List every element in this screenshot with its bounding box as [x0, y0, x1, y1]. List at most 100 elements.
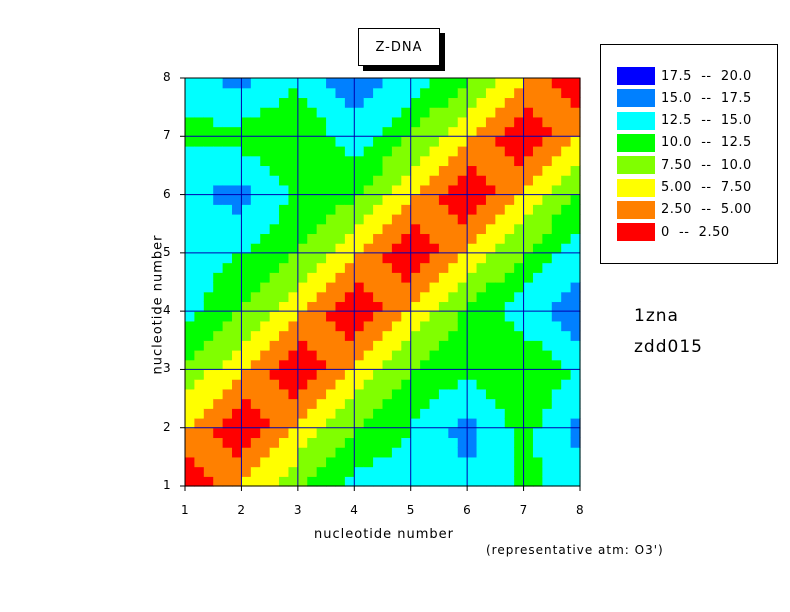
contour-cell: [363, 456, 374, 468]
contour-cell: [551, 437, 562, 448]
contour-cell: [476, 97, 487, 108]
contour-cell: [344, 476, 355, 487]
contour-cell: [457, 301, 468, 312]
contour-cell: [203, 252, 214, 264]
contour-cell: [457, 282, 468, 293]
contour-cell: [194, 437, 205, 448]
legend-swatch: [617, 223, 655, 242]
contour-cell: [467, 146, 478, 157]
contour-cell: [504, 418, 515, 429]
contour-cell: [269, 447, 280, 458]
contour-cell: [241, 427, 252, 439]
contour-cell: [514, 165, 525, 176]
contour-cell: [269, 320, 280, 332]
contour-cell: [335, 398, 346, 409]
contour-cell: [213, 369, 224, 380]
contour-cell: [523, 311, 534, 322]
contour-cell: [504, 427, 515, 439]
contour-cell: [523, 350, 534, 361]
contour-cell: [269, 369, 280, 380]
contour-cell: [250, 408, 261, 419]
contour-cell: [213, 262, 224, 273]
contour-cell: [279, 427, 290, 439]
contour-cell: [420, 126, 431, 137]
contour-cell: [335, 379, 346, 390]
contour-cell: [222, 252, 233, 264]
contour-cell: [250, 291, 261, 303]
contour-cell: [185, 78, 196, 89]
contour-cell: [288, 320, 299, 332]
contour-cell: [448, 126, 459, 137]
contour-cell: [344, 194, 355, 205]
contour-cell: [260, 398, 271, 409]
contour-cell: [194, 301, 205, 312]
contour-cell: [438, 476, 449, 487]
contour-cell: [429, 301, 440, 312]
contour-cell: [523, 330, 534, 341]
contour-cell: [504, 87, 515, 99]
contour-cell: [551, 146, 562, 157]
contour-cell: [504, 136, 515, 147]
contour-cell: [279, 369, 290, 380]
contour-cell: [363, 398, 374, 409]
grid-lines: [180, 77, 581, 491]
contour-cell: [476, 398, 487, 409]
contour-cell: [344, 427, 355, 439]
contour-cell: [457, 388, 468, 400]
contour-cell: [438, 233, 449, 244]
contour-cell: [391, 282, 402, 293]
contour-cell: [561, 320, 572, 332]
contour-cell: [391, 456, 402, 468]
contour-cell: [542, 107, 553, 118]
contour-cell: [438, 146, 449, 157]
contour-cell: [532, 107, 543, 118]
legend-label: 5.00 -- 7.50: [661, 180, 752, 195]
contour-cell: [467, 243, 478, 254]
contour-cell: [203, 359, 214, 371]
contour-cell: [260, 262, 271, 273]
contour-cell: [448, 282, 459, 293]
contour-cell: [307, 388, 318, 400]
contour-cell: [532, 369, 543, 380]
contour-cell: [241, 78, 252, 89]
contour-cell: [504, 78, 515, 89]
contour-cell: [344, 447, 355, 458]
contour-cell: [570, 398, 581, 409]
contour-cell: [373, 418, 384, 429]
contour-cell: [241, 204, 252, 215]
contour-cell: [354, 78, 365, 89]
contour-cell: [495, 204, 506, 215]
contour-cell: [467, 126, 478, 137]
contour-cell: [420, 350, 431, 361]
contour-cell: [523, 291, 534, 303]
contour-cell: [288, 418, 299, 429]
contour-cell: [532, 146, 543, 157]
contour-cell: [288, 126, 299, 137]
contour-cell: [232, 388, 243, 400]
contour-cell: [485, 146, 496, 157]
contour-cell: [485, 340, 496, 351]
contour-cell: [354, 146, 365, 157]
contour-cell: [326, 456, 337, 468]
contour-cell: [222, 330, 233, 341]
contour-cell: [391, 418, 402, 429]
contour-cell: [185, 272, 196, 283]
contour-cell: [363, 447, 374, 458]
contour-cell: [297, 350, 308, 361]
contour-cell: [250, 476, 261, 487]
contour-cell: [476, 165, 487, 176]
contour-cell: [335, 311, 346, 322]
contour-cell: [316, 466, 327, 477]
contour-cell: [401, 175, 412, 186]
contour-cell: [288, 330, 299, 341]
contour-cell: [429, 204, 440, 215]
contour-cell: [551, 155, 562, 167]
contour-cell: [185, 369, 196, 380]
contour-cells: [185, 78, 581, 487]
contour-cell: [307, 214, 318, 225]
contour-cell: [514, 87, 525, 99]
contour-cell: [570, 87, 581, 99]
contour-cell: [542, 301, 553, 312]
contour-cell: [532, 175, 543, 186]
contour-cell: [382, 262, 393, 273]
